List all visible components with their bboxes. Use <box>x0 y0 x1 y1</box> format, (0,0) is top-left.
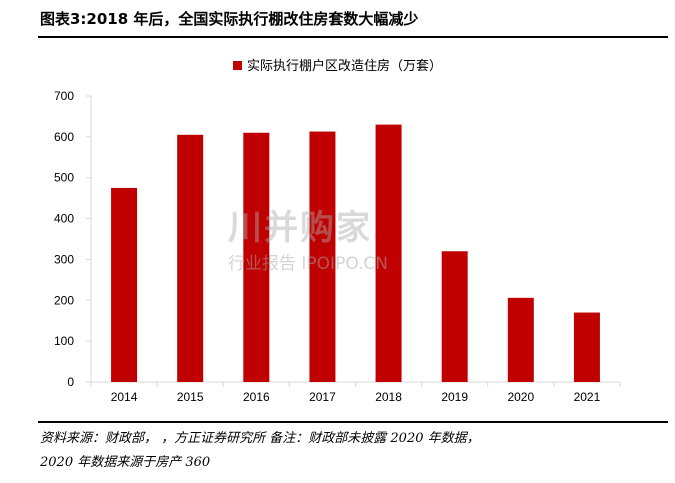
y-tick-label: 200 <box>54 293 74 307</box>
bar <box>375 124 402 382</box>
bar <box>243 132 270 382</box>
x-tick-label: 2019 <box>441 390 468 404</box>
title-divider <box>38 36 668 38</box>
bar <box>441 251 468 382</box>
y-tick-label: 400 <box>54 212 74 226</box>
y-tick-label: 600 <box>54 130 74 144</box>
x-tick-label: 2021 <box>574 390 601 404</box>
x-tick-label: 2017 <box>309 390 336 404</box>
x-tick-label: 2016 <box>243 390 270 404</box>
y-tick-label: 0 <box>67 375 74 389</box>
x-tick-label: 2020 <box>507 390 534 404</box>
y-tick-label: 500 <box>54 171 74 185</box>
x-tick-label: 2018 <box>375 390 402 404</box>
source-line-1: 资料来源：财政部， ，方正证券研究所 备注：财政部未披露 2020 年数据， <box>40 431 480 446</box>
y-tick-label: 700 <box>54 89 74 103</box>
source-divider <box>38 421 668 423</box>
y-tick-label: 100 <box>54 334 74 348</box>
bar <box>111 187 138 382</box>
chart-title: 图表3:2018 年后，全国实际执行棚改住房套数大幅减少 <box>40 10 419 28</box>
source-note: 资料来源：财政部， ，方正证券研究所 备注：财政部未披露 2020 年数据， 2… <box>40 427 665 475</box>
legend: 实际执行棚户区改造住房（万套） <box>0 55 675 74</box>
bar <box>573 312 600 382</box>
y-tick-label: 300 <box>54 252 74 266</box>
source-line-2: 2020 年数据来源于房产 360 <box>40 455 211 470</box>
bar <box>507 297 534 382</box>
bar <box>309 131 336 382</box>
x-tick-label: 2015 <box>177 390 204 404</box>
legend-swatch <box>232 61 242 70</box>
x-tick-label: 2014 <box>111 390 138 404</box>
legend-label: 实际执行棚户区改造住房（万套） <box>246 59 442 74</box>
bar <box>177 134 204 382</box>
